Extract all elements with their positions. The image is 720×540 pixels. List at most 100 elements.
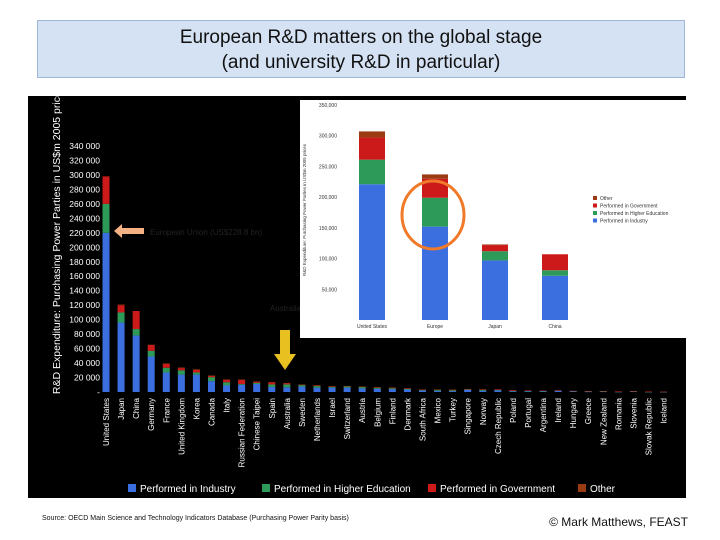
main-bar-segment <box>238 379 246 381</box>
main-bar-segment <box>132 335 140 392</box>
main-bar-segment <box>117 304 125 306</box>
inset-y-tick-label: 200,000 <box>319 195 337 201</box>
main-bar-segment <box>509 390 517 391</box>
inset-bar-segment <box>422 197 448 227</box>
main-bar-segment <box>343 385 351 387</box>
main-bar-segment <box>599 391 607 393</box>
main-bar-segment <box>358 386 366 389</box>
main-bar-segment <box>388 389 396 392</box>
source-note: Source: OECD Main Science and Technology… <box>42 515 349 522</box>
main-bar-segment <box>192 369 200 373</box>
main-bar-segment <box>132 329 140 336</box>
main-x-tick-label: Germany <box>147 398 156 431</box>
main-bar-segment <box>238 384 246 392</box>
inset-bar-segment <box>482 251 508 261</box>
main-x-tick-label: Ireland <box>554 398 563 422</box>
legend-label: Performed in Higher Education <box>274 484 411 495</box>
main-bar-segment <box>162 363 170 364</box>
main-bar-segment <box>223 382 231 386</box>
inset-bar-segment <box>359 131 385 138</box>
main-x-tick-label: Canada <box>207 397 216 426</box>
main-bar-segment <box>524 391 532 392</box>
inset-y-tick-label: 250,000 <box>319 164 337 170</box>
main-bar-segment <box>479 390 487 392</box>
main-bar-segment <box>418 390 426 392</box>
copyright-note: © Mark Matthews, FEAST <box>549 515 688 529</box>
inset-bar-segment <box>482 244 508 246</box>
main-bar-segment <box>524 390 532 392</box>
inset-bar-segment <box>359 184 385 320</box>
main-bar-segment <box>207 377 215 382</box>
main-x-tick-label: Hungary <box>569 398 578 428</box>
main-bar-segment <box>147 344 155 351</box>
inset-bar-segment <box>542 254 568 271</box>
main-bar-segment <box>223 379 231 380</box>
main-bar-segment <box>494 389 502 390</box>
main-bar-segment <box>418 389 426 391</box>
inset-y-axis-label: R&D Expenditure: Purchasing Power Partie… <box>302 143 307 276</box>
main-y-tick-label: 100 000 <box>69 315 100 325</box>
main-bar-segment <box>117 322 125 392</box>
main-bar-segment <box>253 381 261 383</box>
main-bar-segment <box>253 382 261 385</box>
main-bar-segment <box>584 391 592 392</box>
main-bar-segment <box>449 390 457 392</box>
main-bar-segment <box>343 386 351 388</box>
main-bar-segment <box>614 391 622 392</box>
main-x-tick-label: New Zealand <box>599 398 608 445</box>
main-x-tick-label: Netherlands <box>313 398 322 441</box>
main-bar-segment <box>223 385 231 392</box>
main-bar-segment <box>117 312 125 323</box>
main-bar-segment <box>117 305 125 313</box>
main-bar-segment <box>132 310 140 330</box>
legend-swatch <box>262 484 270 492</box>
main-bar-segment <box>494 389 502 391</box>
main-y-tick-label: 160 000 <box>69 271 100 281</box>
main-y-tick-label: 140 000 <box>69 286 100 296</box>
main-bar-segment <box>192 372 200 375</box>
main-bar-segment <box>238 379 246 385</box>
main-bar-segment <box>403 389 411 392</box>
main-bar-segment <box>177 374 185 392</box>
main-bar-segment <box>449 391 457 392</box>
title-box: European R&D matters on the global stage… <box>37 20 685 78</box>
main-bar-segment <box>268 382 276 385</box>
main-bar-segment <box>388 388 396 390</box>
main-bar-segment <box>268 384 276 387</box>
inset-bar-segment <box>422 226 448 320</box>
main-x-tick-label: Singapore <box>464 397 473 434</box>
main-x-tick-label: Italy <box>223 398 232 413</box>
legend-swatch <box>578 484 586 492</box>
main-y-tick-label: 340 000 <box>69 141 100 151</box>
main-x-tick-label: Chinese Taipei <box>253 398 262 451</box>
main-bar-segment <box>434 389 442 390</box>
main-y-tick-label: 300 000 <box>69 170 100 180</box>
main-x-tick-label: Korea <box>192 397 201 419</box>
main-bar-segment <box>298 384 306 386</box>
main-y-tick-label: 320 000 <box>69 155 100 165</box>
title-line-2: (and university R&D in particular) <box>221 52 501 73</box>
main-x-tick-label: Slovenia <box>629 397 638 428</box>
main-x-tick-label: Sweden <box>298 398 307 427</box>
main-x-tick-label: Romania <box>614 397 623 430</box>
main-bar-segment <box>449 389 457 391</box>
inset-legend-label: Performed in Higher Education <box>600 211 669 217</box>
main-bar-segment <box>584 390 592 392</box>
inset-bar-segment <box>482 260 508 320</box>
main-x-tick-label: Denmark <box>403 397 412 430</box>
main-bar-segment <box>569 391 577 392</box>
main-x-tick-label: United States <box>102 398 111 446</box>
main-x-tick-label: Japan <box>117 398 126 420</box>
title-line-1: European R&D matters on the global stage <box>179 27 543 48</box>
main-bar-segment <box>464 389 472 392</box>
main-bar-segment <box>524 390 532 391</box>
main-bar-segment <box>539 390 547 392</box>
main-bar-segment <box>253 384 261 392</box>
inset-legend-label: Performed in Government <box>600 204 658 210</box>
main-bar-segment <box>373 387 381 389</box>
eu-annotation-label: European Union (US$228.8 bn) <box>150 228 262 237</box>
main-bar-segment <box>253 381 261 382</box>
eu-arrow-icon <box>114 224 144 238</box>
main-bar-segment <box>328 387 336 392</box>
australia-annotation-label: Australia <box>270 304 302 313</box>
